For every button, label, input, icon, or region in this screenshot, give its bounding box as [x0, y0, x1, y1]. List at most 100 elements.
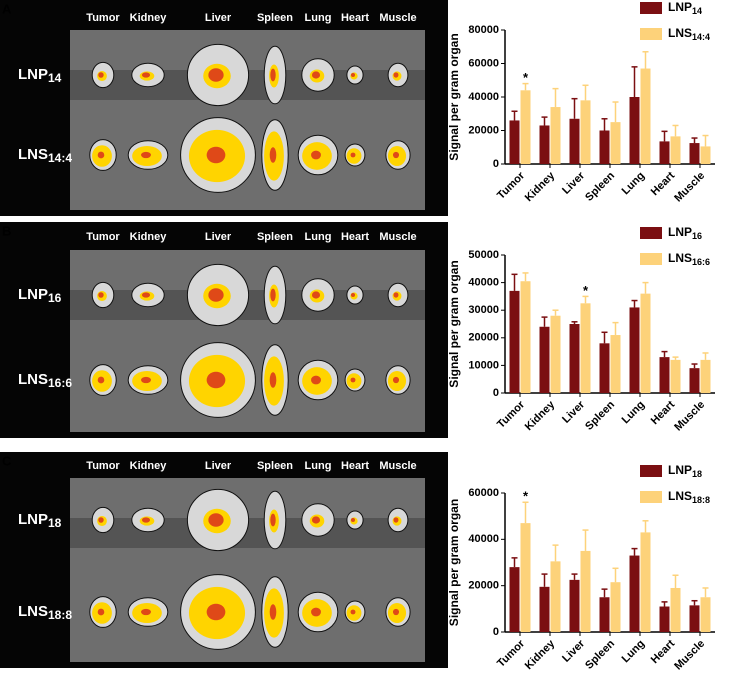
signal-core: [270, 68, 276, 82]
signal-core: [141, 72, 151, 78]
panel-letter: B: [2, 223, 11, 238]
bar: [640, 68, 651, 164]
legend-swatch: [640, 28, 662, 40]
signal-core: [311, 71, 321, 79]
bar: [610, 582, 621, 632]
signal-core: [97, 608, 105, 616]
signal-core: [98, 517, 104, 523]
signal-core: [98, 292, 104, 298]
signal-core: [206, 371, 226, 389]
signal-core: [311, 375, 321, 385]
signal-core: [141, 151, 151, 159]
row-label: LNP18: [18, 511, 62, 530]
bar: [700, 597, 711, 632]
signal-core: [270, 513, 276, 527]
signal-core: [311, 291, 321, 299]
organ-label: Muscle: [379, 12, 416, 24]
bar: [599, 130, 610, 164]
bar: [580, 303, 591, 393]
organ-label: Kidney: [130, 231, 168, 243]
bar: [689, 368, 700, 393]
bar: [629, 97, 640, 164]
bar: [509, 290, 520, 393]
bar: [599, 343, 610, 393]
signal-core: [269, 604, 277, 620]
signal-core: [98, 72, 104, 78]
signal-core: [206, 603, 226, 621]
legend-swatch: [640, 253, 662, 265]
x-tick-label: Muscle: [672, 170, 707, 205]
bar: [640, 532, 651, 632]
organ-label: Liver: [205, 12, 232, 24]
signal-core: [206, 146, 226, 164]
bar: [550, 315, 561, 393]
row-label: LNS16:6: [18, 371, 72, 390]
signal-core: [97, 151, 105, 159]
y-tick-label: 10000: [468, 359, 499, 371]
organ-label: Muscle: [379, 460, 416, 472]
signal-core: [311, 150, 321, 160]
signal-core: [393, 517, 399, 523]
row-label: LNS18:8: [18, 603, 72, 622]
bar: [550, 561, 561, 632]
signal-core: [208, 68, 224, 82]
signal-core: [392, 151, 400, 159]
bar: [599, 597, 610, 632]
bar: [629, 307, 640, 393]
y-axis-label: Signal per gram organ: [447, 499, 461, 626]
x-tick-label: Spleen: [583, 399, 617, 433]
x-tick-label: Heart: [649, 398, 678, 427]
panel-letter: A: [2, 1, 12, 16]
organ-label: Liver: [205, 460, 232, 472]
organ-label: Lung: [305, 460, 332, 472]
signal-core: [208, 513, 224, 527]
signal-core: [270, 288, 276, 302]
x-tick-label: Liver: [560, 637, 588, 665]
signal-core: [392, 376, 400, 384]
signal-core: [393, 292, 399, 298]
legend-label: LNS18:8: [668, 489, 710, 505]
signal-core: [141, 608, 151, 616]
legend-label: LNP16: [668, 225, 702, 241]
organ-label: Heart: [341, 12, 369, 24]
x-tick-label: Heart: [649, 637, 678, 666]
organ-label: Kidney: [130, 12, 168, 24]
x-tick-label: Liver: [560, 169, 588, 197]
y-tick-label: 20000: [468, 332, 499, 344]
bar: [670, 136, 681, 164]
y-tick-label: 30000: [468, 304, 499, 316]
organ-label: Muscle: [379, 231, 416, 243]
bar: [509, 120, 520, 164]
bar: [610, 335, 621, 393]
significance-mark: *: [523, 489, 529, 504]
bar: [610, 122, 621, 164]
x-tick-label: Muscle: [672, 638, 707, 673]
bar: [550, 107, 561, 164]
legend-label: LNP18: [668, 463, 702, 479]
legend-swatch: [640, 491, 662, 503]
y-tick-label: 40000: [468, 277, 499, 289]
bar: [670, 359, 681, 393]
organ-label: Spleen: [257, 12, 293, 24]
organ-label: Tumor: [86, 231, 120, 243]
signal-core: [141, 376, 151, 384]
y-tick-label: 50000: [468, 249, 499, 261]
organ-label: Spleen: [257, 231, 293, 243]
significance-mark: *: [523, 70, 529, 85]
y-tick-label: 0: [493, 387, 499, 399]
signal-core: [269, 147, 277, 163]
signal-core: [208, 288, 224, 302]
organ-label: Lung: [305, 12, 332, 24]
signal-core: [350, 609, 356, 615]
x-tick-label: Lung: [620, 638, 647, 665]
signal-core: [350, 73, 356, 77]
signal-core: [141, 292, 151, 298]
bar: [689, 605, 700, 632]
bar: [659, 141, 670, 164]
bar: [580, 100, 591, 164]
y-tick-label: 60000: [468, 487, 499, 499]
bar: [539, 586, 550, 632]
y-tick-label: 40000: [468, 533, 499, 545]
